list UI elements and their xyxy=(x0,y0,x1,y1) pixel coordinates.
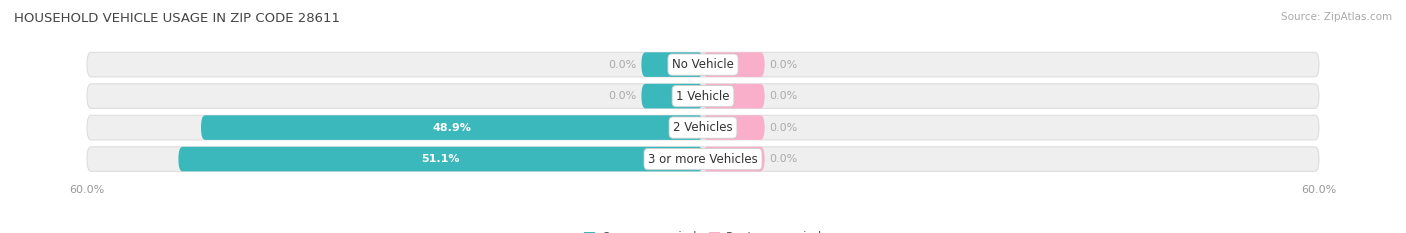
Text: 1 Vehicle: 1 Vehicle xyxy=(676,90,730,103)
Text: 3 or more Vehicles: 3 or more Vehicles xyxy=(648,153,758,166)
Text: 0.0%: 0.0% xyxy=(769,123,799,133)
FancyBboxPatch shape xyxy=(87,52,1319,77)
Text: 2 Vehicles: 2 Vehicles xyxy=(673,121,733,134)
FancyBboxPatch shape xyxy=(703,84,765,108)
Text: 0.0%: 0.0% xyxy=(769,91,799,101)
Text: 0.0%: 0.0% xyxy=(769,60,799,70)
FancyBboxPatch shape xyxy=(179,147,703,171)
Legend: Owner-occupied, Renter-occupied: Owner-occupied, Renter-occupied xyxy=(579,226,827,233)
Text: 0.0%: 0.0% xyxy=(607,91,637,101)
Text: 48.9%: 48.9% xyxy=(433,123,471,133)
FancyBboxPatch shape xyxy=(87,147,1319,171)
Text: HOUSEHOLD VEHICLE USAGE IN ZIP CODE 28611: HOUSEHOLD VEHICLE USAGE IN ZIP CODE 2861… xyxy=(14,12,340,25)
FancyBboxPatch shape xyxy=(87,115,1319,140)
Text: No Vehicle: No Vehicle xyxy=(672,58,734,71)
Text: 0.0%: 0.0% xyxy=(769,154,799,164)
FancyBboxPatch shape xyxy=(703,52,765,77)
FancyBboxPatch shape xyxy=(641,84,703,108)
Text: 0.0%: 0.0% xyxy=(607,60,637,70)
FancyBboxPatch shape xyxy=(703,147,765,171)
Text: 51.1%: 51.1% xyxy=(422,154,460,164)
FancyBboxPatch shape xyxy=(641,52,703,77)
FancyBboxPatch shape xyxy=(703,115,765,140)
Text: Source: ZipAtlas.com: Source: ZipAtlas.com xyxy=(1281,12,1392,22)
FancyBboxPatch shape xyxy=(201,115,703,140)
FancyBboxPatch shape xyxy=(87,84,1319,108)
